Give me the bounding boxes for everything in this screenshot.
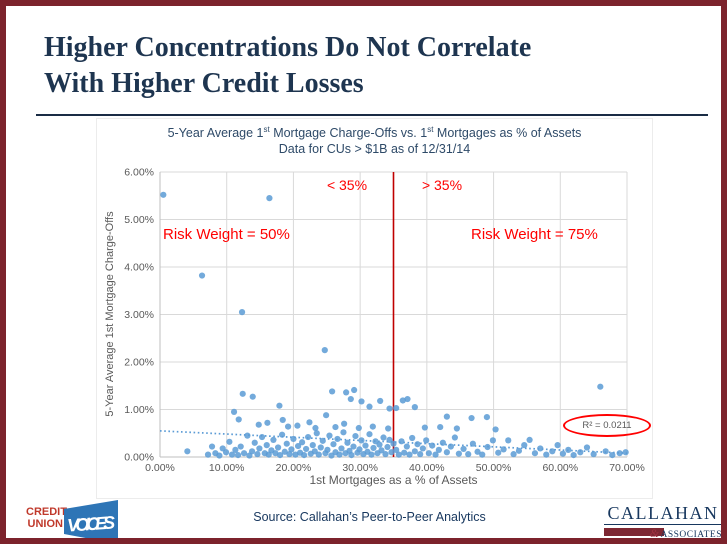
- svg-text:6.00%: 6.00%: [124, 167, 154, 179]
- svg-text:30.00%: 30.00%: [342, 462, 378, 474]
- svg-text:0.00%: 0.00%: [145, 462, 175, 474]
- svg-text:2.00%: 2.00%: [124, 357, 154, 369]
- annotation-above-35pct: > 35%: [421, 177, 463, 193]
- y-axis-title: 5-Year Average 1st Mortgage Charge-Offs: [104, 211, 116, 417]
- chart-title-line2: Data for CUs > $1B as of 12/31/14: [278, 142, 471, 157]
- svg-text:5.00%: 5.00%: [124, 214, 154, 226]
- svg-text:70.00%: 70.00%: [609, 462, 645, 474]
- svg-text:60.00%: 60.00%: [542, 462, 578, 474]
- slide-title-line1: Higher Concentrations Do Not Correlate: [44, 32, 532, 63]
- callahan-associates-text: &ASSOCIATES: [649, 526, 722, 540]
- credit-union-wordmark: CREDIT UNION: [26, 506, 67, 530]
- voices-megaphone-icon: VOICES: [64, 500, 118, 538]
- annotation-below-35pct: < 35%: [326, 177, 368, 193]
- x-axis-title: 1st Mortgages as a % of Assets: [309, 473, 478, 487]
- svg-text:50.00%: 50.00%: [476, 462, 512, 474]
- callahan-red-bar: [604, 528, 664, 536]
- svg-text:20.00%: 20.00%: [276, 462, 312, 474]
- annotation-risk-weight-75: Risk Weight = 75%: [471, 226, 598, 243]
- callahan-wordmark: CALLAHAN: [604, 503, 721, 525]
- r-squared-callout: R² = 0.0211: [563, 414, 651, 437]
- svg-text:4.00%: 4.00%: [124, 262, 154, 274]
- source-text: Source: Callahan’s Peer-to-Peer Analytic…: [253, 510, 486, 524]
- svg-text:0.00%: 0.00%: [124, 452, 154, 464]
- chart-title-line1: 5-Year Average 1st Mortgage Charge-Offs …: [167, 125, 582, 141]
- svg-text:1.00%: 1.00%: [124, 404, 154, 416]
- title-underline: [36, 114, 708, 116]
- slide-title-line2: With Higher Credit Losses: [44, 68, 364, 99]
- svg-text:VOICES: VOICES: [67, 512, 116, 535]
- scatter-plot-svg: 0.00% 1.00% 2.00% 3.00% 4.00% 5.00% 6.00% 0.00%…: [124, 167, 645, 475]
- chart-panel: 5-Year Average 1st Mortgage Charge-Offs …: [96, 118, 653, 499]
- callahan-ampersand: &: [649, 526, 660, 540]
- callahan-associates-logo: CALLAHAN &ASSOCIATES: [604, 503, 722, 540]
- callahan-associates-row: &ASSOCIATES: [604, 526, 722, 540]
- svg-text:3.00%: 3.00%: [124, 309, 154, 321]
- svg-text:10.00%: 10.00%: [209, 462, 245, 474]
- annotation-risk-weight-50: Risk Weight = 50%: [163, 226, 290, 243]
- credit-union-voices-logo: CREDIT UNION VOICES: [26, 500, 118, 538]
- scatter-chart: 0.00% 1.00% 2.00% 3.00% 4.00% 5.00% 6.00% 0.00%…: [97, 157, 654, 500]
- slide-title: Higher Concentrations Do Not Correlate W…: [44, 30, 704, 102]
- svg-text:40.00%: 40.00%: [409, 462, 445, 474]
